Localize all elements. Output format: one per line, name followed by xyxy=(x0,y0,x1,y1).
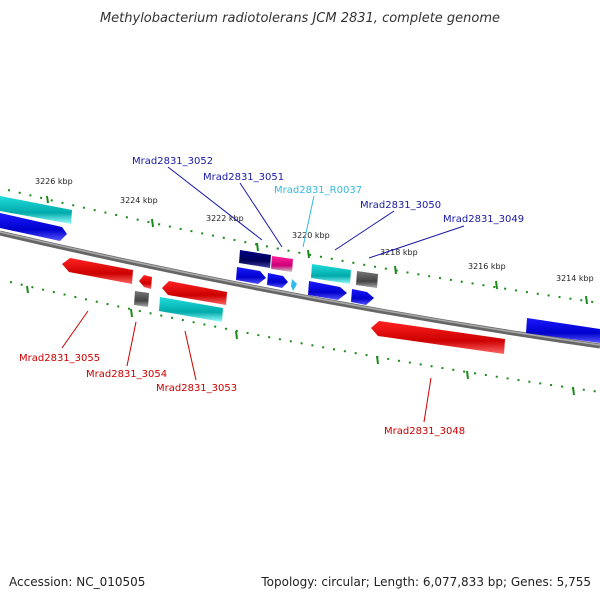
callout-line-3055 xyxy=(61,310,89,349)
callout-line-3049 xyxy=(368,225,465,259)
gene-blue-3052-strand[interactable] xyxy=(236,267,266,284)
forward-tick-ring xyxy=(7,189,600,304)
genome-backbone xyxy=(0,230,600,349)
gene-mrad2831-3052[interactable] xyxy=(239,250,271,268)
label-mrad2831-3049[interactable]: Mrad2831_3049 xyxy=(443,214,524,225)
callout-line-r0037 xyxy=(302,195,315,248)
map-title: Methylobacterium radiotolerans JCM 2831,… xyxy=(100,11,500,26)
gene-blue-3051-strand[interactable] xyxy=(267,273,288,288)
tick-label-3214: 3214 kbp xyxy=(556,274,594,283)
label-mrad2831-3052[interactable]: Mrad2831_3052 xyxy=(132,156,213,167)
tick-label-3222: 3222 kbp xyxy=(206,214,244,223)
gene-mrad2831-3053[interactable] xyxy=(159,297,223,322)
callout-lines xyxy=(61,166,465,423)
gene-rna-r0037[interactable] xyxy=(291,279,297,291)
tick-label-3224: 3224 kbp xyxy=(120,196,158,205)
reverse-major-ticks xyxy=(26,285,575,396)
callout-line-3050 xyxy=(334,210,395,251)
genome-backbone-highlight xyxy=(0,231,600,346)
callout-line-3051 xyxy=(239,182,283,248)
label-mrad2831-3048[interactable]: Mrad2831_3048 xyxy=(384,426,465,437)
gene-blue-3049-strand[interactable] xyxy=(351,289,374,305)
tick-label-3226: 3226 kbp xyxy=(35,177,73,186)
tick-label-3216: 3216 kbp xyxy=(468,262,506,271)
gene-red-small[interactable] xyxy=(139,275,152,289)
label-mrad2831-3051[interactable]: Mrad2831_3051 xyxy=(203,172,284,183)
gene-cyan-left[interactable] xyxy=(0,196,72,224)
callout-line-3054 xyxy=(126,321,137,367)
gene-blue-left[interactable] xyxy=(0,213,67,241)
tick-label-3220: 3220 kbp xyxy=(292,231,330,240)
gene-mrad2831-3055[interactable] xyxy=(62,258,133,284)
tick-label-3218: 3218 kbp xyxy=(380,248,418,257)
gene-mrad2831-3054[interactable] xyxy=(134,291,149,307)
reverse-tick-ring xyxy=(9,281,600,393)
label-mrad2831-r0037[interactable]: Mrad2831_R0037 xyxy=(274,185,362,196)
topology-text: Topology: circular; Length: 6,077,833 bp… xyxy=(260,575,591,589)
accession-text: Accession: NC_010505 xyxy=(9,575,145,589)
gene-blue-3050-strand[interactable] xyxy=(308,281,347,300)
label-mrad2831-3055[interactable]: Mrad2831_3055 xyxy=(19,353,100,364)
gene-mrad2831-3053-red[interactable] xyxy=(162,281,227,305)
callout-line-3052 xyxy=(167,166,263,241)
callout-line-3048 xyxy=(423,377,432,423)
gene-mrad2831-3050[interactable] xyxy=(311,264,351,284)
gene-mrad2831-3051[interactable] xyxy=(271,256,293,272)
label-mrad2831-3050[interactable]: Mrad2831_3050 xyxy=(360,200,441,211)
callout-line-3053 xyxy=(184,330,197,381)
gene-blue-right[interactable] xyxy=(526,318,600,343)
gene-mrad2831-3048[interactable] xyxy=(371,321,505,354)
label-mrad2831-3053[interactable]: Mrad2831_3053 xyxy=(156,383,237,394)
forward-major-ticks xyxy=(46,195,588,305)
label-mrad2831-3054[interactable]: Mrad2831_3054 xyxy=(86,369,167,380)
gene-mrad2831-3049[interactable] xyxy=(356,271,378,288)
